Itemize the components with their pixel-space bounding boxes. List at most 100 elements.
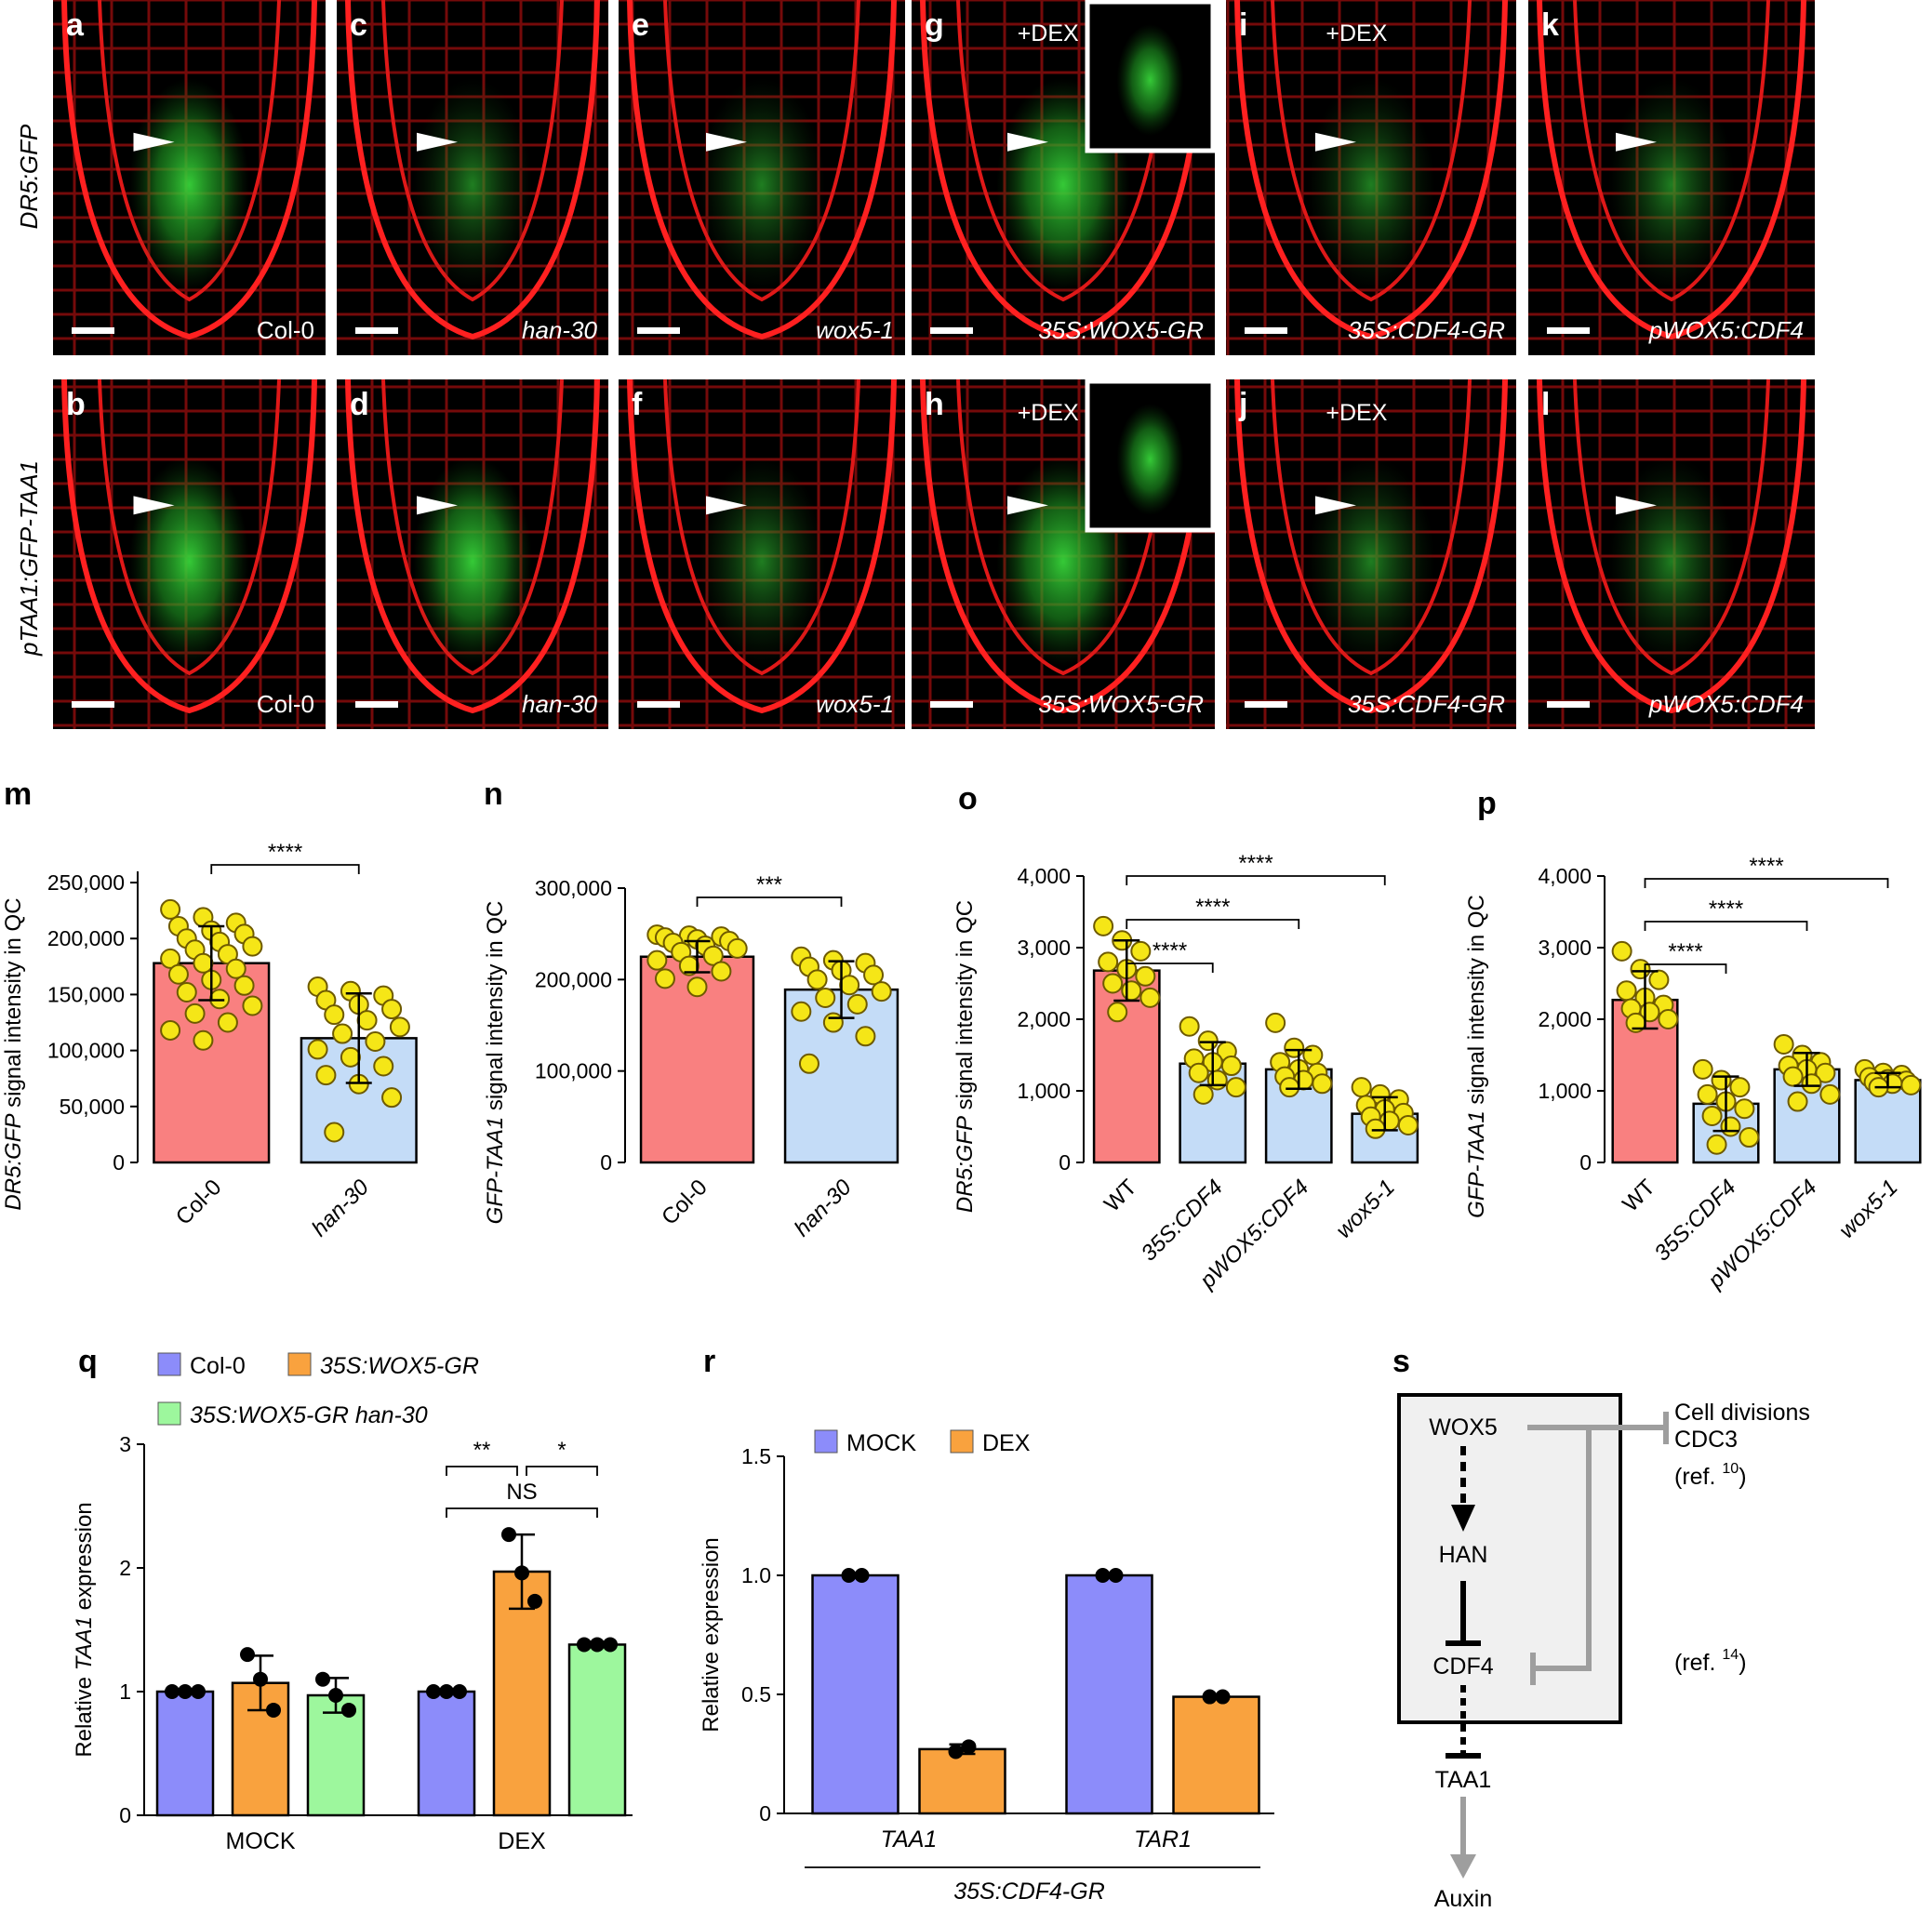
data-point — [1365, 1118, 1386, 1139]
panel-letter: b — [66, 387, 86, 422]
y-tick-label: 50,000 — [60, 1095, 125, 1119]
y-tick-label: 0 — [119, 1803, 131, 1827]
data-point — [1782, 1066, 1804, 1087]
scale-bar — [637, 327, 680, 334]
model-node-auxin: Auxin — [1434, 1886, 1493, 1912]
data-point — [1215, 1689, 1231, 1705]
bar — [1065, 1573, 1153, 1815]
data-point — [603, 1637, 618, 1653]
gfp-signal — [129, 78, 249, 292]
data-point — [1900, 1074, 1922, 1095]
genotype-caption: wox5-1 — [816, 690, 894, 718]
data-point — [165, 1684, 180, 1699]
root-outline — [345, 378, 600, 714]
y-tick-label: 1,000 — [1538, 1079, 1592, 1103]
y-axis-label: GFP-TAA1 signal intensity in QC — [483, 901, 508, 1225]
scale-bar — [355, 701, 398, 708]
micrograph-panel-g: g 35S:WOX5-GR +DEX — [912, 0, 1216, 355]
significance-bracket — [1126, 963, 1214, 973]
data-point — [961, 1739, 977, 1755]
data-point — [328, 1687, 343, 1703]
y-tick-label: 2 — [119, 1556, 131, 1580]
data-point — [381, 1087, 403, 1109]
data-point — [1265, 1012, 1286, 1033]
root-outline — [345, 0, 600, 340]
micrograph-panel-l: l pWOX5:CDF4 — [1528, 378, 1815, 729]
scale-bar — [1547, 327, 1590, 334]
data-point — [1302, 1044, 1324, 1066]
model-node-cdf4: CDF4 — [1432, 1653, 1493, 1680]
side-label: CDC3 — [1674, 1427, 1738, 1453]
arrowhead-marker — [706, 132, 747, 152]
micrograph-panel-a: a Col-0 — [53, 0, 326, 355]
arrowhead-marker — [417, 496, 458, 515]
data-point — [178, 1684, 193, 1699]
data-point — [1108, 1568, 1124, 1583]
panel-letter: s — [1392, 1344, 1410, 1379]
data-point — [1093, 915, 1114, 936]
reference-text: (ref. — [1674, 1464, 1722, 1490]
legend-swatch — [287, 1352, 312, 1376]
significance-label: **** — [1709, 896, 1743, 922]
y-tick-label: 300,000 — [535, 876, 612, 900]
data-point — [1658, 1009, 1679, 1029]
genotype-caption: pWOX5:CDF4 — [1648, 690, 1804, 718]
micrograph-panel-e: e wox5-1 — [619, 0, 905, 355]
arrowhead-marker — [133, 496, 175, 515]
data-point — [225, 958, 246, 979]
significance-bracket — [1644, 963, 1727, 974]
data-point — [1397, 1114, 1419, 1135]
reference-text: (ref. — [1674, 1650, 1722, 1676]
legend-label: 35S:WOX5-GR han-30 — [190, 1402, 428, 1428]
micrograph-panel-h: h 35S:WOX5-GR +DEX — [912, 378, 1216, 729]
y-axis-label-rest: signal intensity in QC — [483, 901, 508, 1117]
root-outline — [1234, 0, 1508, 340]
panel-letter: r — [703, 1344, 715, 1379]
scale-bar — [930, 327, 973, 334]
bar — [155, 1690, 215, 1817]
data-point — [1202, 1689, 1218, 1705]
panel-letter: j — [1238, 387, 1247, 422]
y-axis-label-italic: DR5:GFP — [1, 1114, 26, 1211]
bar — [1172, 1695, 1260, 1815]
data-point — [1692, 1058, 1713, 1080]
data-point — [184, 1002, 206, 1024]
inner-cell-layer — [1573, 378, 1770, 676]
data-point — [854, 1568, 870, 1583]
y-tick-label: 1 — [119, 1680, 131, 1704]
data-point — [1734, 1098, 1755, 1120]
data-point — [381, 999, 403, 1020]
category-label: wox5-1 — [1331, 1175, 1400, 1243]
gfp-signal — [412, 78, 533, 292]
data-point — [501, 1527, 516, 1543]
data-point — [839, 975, 860, 996]
arrowhead-marker — [1616, 496, 1657, 515]
chart-panel-o: o 0 1,000 2,000 3,000 4,000 DR5:GFP signal int… — [953, 781, 1419, 1294]
model-node-han: HAN — [1439, 1542, 1488, 1568]
arrowhead-marker — [1007, 132, 1048, 152]
inset-gfp-signal — [1116, 404, 1184, 515]
row-label: pTAA1:GFP-TAA1 — [15, 460, 43, 657]
data-point — [1351, 1077, 1372, 1098]
panel-letter: n — [484, 777, 503, 812]
data-point — [217, 1012, 238, 1033]
data-point — [1193, 1083, 1214, 1105]
legend-label: Col-0 — [190, 1353, 246, 1379]
y-axis-label-italic: DR5:GFP — [953, 1116, 978, 1213]
y-axis-label-rest: signal intensity in QC — [1, 897, 26, 1113]
y-axis-label: DR5:GFP signal intensity in QC — [953, 900, 978, 1213]
gfp-signal — [1307, 78, 1435, 292]
panel-letter: h — [925, 387, 944, 422]
y-tick-label: 4,000 — [1538, 864, 1592, 888]
y-tick-label: 0 — [1059, 1150, 1071, 1175]
scale-bar — [355, 327, 398, 334]
category-label: Col-0 — [171, 1175, 227, 1230]
y-tick-label: 1.5 — [741, 1444, 771, 1468]
panel-letter: a — [66, 7, 85, 43]
y-tick-label: 200,000 — [535, 967, 612, 991]
data-point — [340, 1046, 361, 1068]
arrowhead-marker — [1616, 132, 1657, 152]
data-point — [1706, 1134, 1727, 1155]
data-point — [791, 1001, 812, 1022]
